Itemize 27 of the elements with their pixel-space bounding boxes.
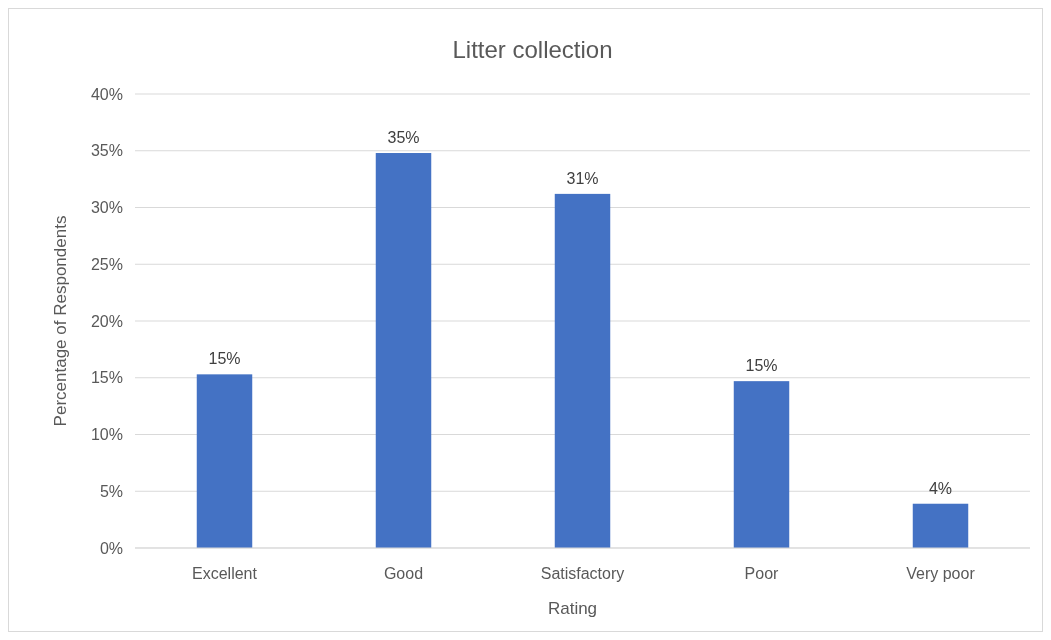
x-tick-label: Excellent [192, 565, 258, 582]
x-axis-title: Rating [547, 599, 598, 618]
bar [733, 381, 790, 548]
y-tick-label: 30% [90, 199, 123, 217]
chart-title: Litter collection [452, 36, 613, 63]
data-label: 4% [928, 479, 953, 497]
x-tick-label: Good [383, 565, 424, 582]
y-tick-label: 10% [90, 426, 123, 444]
y-tick-label: 40% [90, 85, 123, 103]
y-tick-label: 35% [90, 142, 123, 160]
y-axis-title: Percentage of Respondents [51, 215, 70, 427]
bar [554, 193, 611, 548]
bar [375, 153, 432, 548]
y-tick-label: 0% [99, 539, 123, 557]
y-tick-label: 15% [90, 369, 123, 387]
data-label: 31% [566, 169, 599, 187]
data-label: 15% [745, 357, 778, 375]
data-label: 15% [208, 350, 241, 368]
bar [196, 374, 253, 548]
y-tick-label: 5% [99, 482, 123, 500]
y-tick-label: 25% [90, 255, 123, 273]
x-tick-label: Satisfactory [540, 565, 625, 582]
bar [912, 503, 969, 548]
x-tick-label: Very poor [906, 565, 976, 582]
y-tick-label: 20% [90, 312, 123, 330]
x-tick-label: Poor [744, 565, 780, 582]
data-label: 35% [387, 129, 420, 147]
